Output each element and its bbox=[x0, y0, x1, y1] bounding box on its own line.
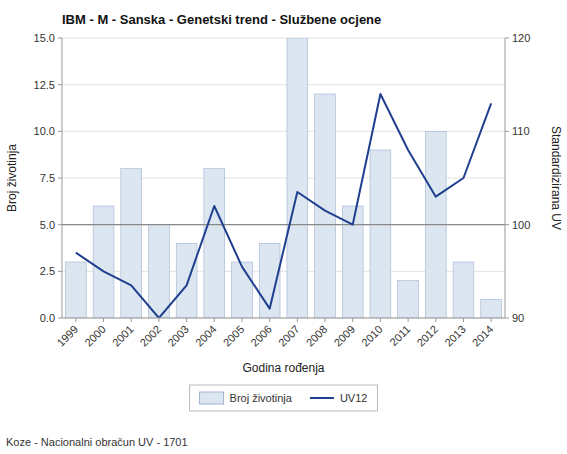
x-tick-label: 1999 bbox=[54, 323, 80, 349]
y-axis-label: Broj životinja bbox=[5, 144, 19, 212]
x-tick-label: 2013 bbox=[442, 323, 468, 349]
tick-mark bbox=[58, 178, 62, 179]
reference-line bbox=[62, 224, 505, 225]
x-tick-label: 2014 bbox=[470, 323, 496, 349]
y-tick-label: 12.5 bbox=[34, 79, 55, 91]
y2-tick-label: 90 bbox=[512, 312, 524, 324]
grid-line bbox=[62, 224, 505, 225]
tick-mark bbox=[435, 318, 436, 322]
tick-mark bbox=[505, 131, 509, 132]
line bbox=[76, 94, 491, 318]
y-tick-label: 15.0 bbox=[34, 32, 55, 44]
tick-mark bbox=[297, 318, 298, 322]
y-tick-label: 7.5 bbox=[40, 172, 55, 184]
footer: Koze - Nacionalni obračun UV - 1701 bbox=[6, 436, 188, 448]
tick-mark bbox=[269, 318, 270, 322]
y-tick-label: 2.5 bbox=[40, 265, 55, 277]
y2-axis bbox=[505, 38, 506, 318]
y-tick-label: 0.0 bbox=[40, 312, 55, 324]
tick-mark bbox=[131, 318, 132, 322]
bar bbox=[370, 150, 391, 318]
tick-mark bbox=[103, 318, 104, 322]
grid-line bbox=[62, 84, 505, 85]
tick-mark bbox=[505, 318, 509, 319]
tick-mark bbox=[241, 318, 242, 322]
legend-label: Broj životinja bbox=[230, 392, 293, 404]
tick-mark bbox=[214, 318, 215, 322]
tick-mark bbox=[75, 318, 76, 322]
bar bbox=[204, 169, 225, 318]
y2-tick-label: 110 bbox=[512, 125, 530, 137]
y2-tick-label: 100 bbox=[512, 219, 530, 231]
x-tick-label: 2008 bbox=[304, 323, 330, 349]
x-tick-label: 2000 bbox=[82, 323, 108, 349]
tick-mark bbox=[463, 318, 464, 322]
bar bbox=[287, 38, 308, 318]
tick-mark bbox=[505, 38, 509, 39]
x-tick-label: 2003 bbox=[165, 323, 191, 349]
x-tick-label: 2006 bbox=[248, 323, 274, 349]
bar bbox=[65, 262, 86, 318]
legend-frame bbox=[190, 385, 378, 411]
bar bbox=[149, 225, 170, 318]
tick-mark bbox=[491, 318, 492, 322]
bar bbox=[121, 169, 142, 318]
x-tick-label: 2012 bbox=[414, 323, 440, 349]
x-axis bbox=[62, 318, 505, 319]
x-tick-label: 2001 bbox=[110, 323, 136, 349]
x-tick-label: 2009 bbox=[331, 323, 357, 349]
bar bbox=[481, 299, 502, 318]
y-axis bbox=[62, 38, 63, 318]
x-tick-label: 2011 bbox=[387, 323, 412, 348]
y-tick-label: 5.0 bbox=[40, 219, 55, 231]
y2-tick-label: 120 bbox=[512, 32, 530, 44]
plot-area bbox=[62, 38, 505, 318]
background bbox=[0, 0, 567, 454]
title: IBM - M - Sanska - Genetski trend - Služ… bbox=[62, 12, 381, 27]
x-tick-label: 2005 bbox=[221, 323, 247, 349]
tick-mark bbox=[58, 271, 62, 272]
tick-mark bbox=[58, 131, 62, 132]
tick-mark bbox=[58, 38, 62, 39]
x-tick-label: 2007 bbox=[276, 323, 302, 349]
bar bbox=[453, 262, 474, 318]
tick-mark bbox=[352, 318, 353, 322]
x-tick-label: 2002 bbox=[138, 323, 164, 349]
grid-line bbox=[62, 318, 505, 319]
legend-swatch bbox=[310, 397, 334, 399]
bar bbox=[93, 206, 114, 318]
bar bbox=[398, 281, 419, 318]
y2-axis-label: Standardizirana UV bbox=[549, 126, 563, 230]
x-tick-label: 2004 bbox=[193, 323, 219, 349]
tick-mark bbox=[408, 318, 409, 322]
tick-mark bbox=[58, 318, 62, 319]
tick-mark bbox=[505, 224, 509, 225]
tick-mark bbox=[186, 318, 187, 322]
x-tick-label: 2010 bbox=[359, 323, 385, 349]
tick-mark bbox=[58, 84, 62, 85]
tick-mark bbox=[58, 224, 62, 225]
legend-swatch bbox=[200, 392, 224, 404]
legend: Broj životinja UV12 bbox=[190, 385, 378, 411]
bar bbox=[232, 262, 253, 318]
tick-mark bbox=[325, 318, 326, 322]
grid-line bbox=[62, 38, 505, 39]
bar bbox=[176, 243, 197, 318]
x-axis-label: Godina rođenja bbox=[242, 361, 324, 375]
legend-label: UV12 bbox=[340, 392, 368, 404]
tick-mark bbox=[380, 318, 381, 322]
tick-mark bbox=[158, 318, 159, 322]
y-tick-label: 10.0 bbox=[34, 125, 55, 137]
